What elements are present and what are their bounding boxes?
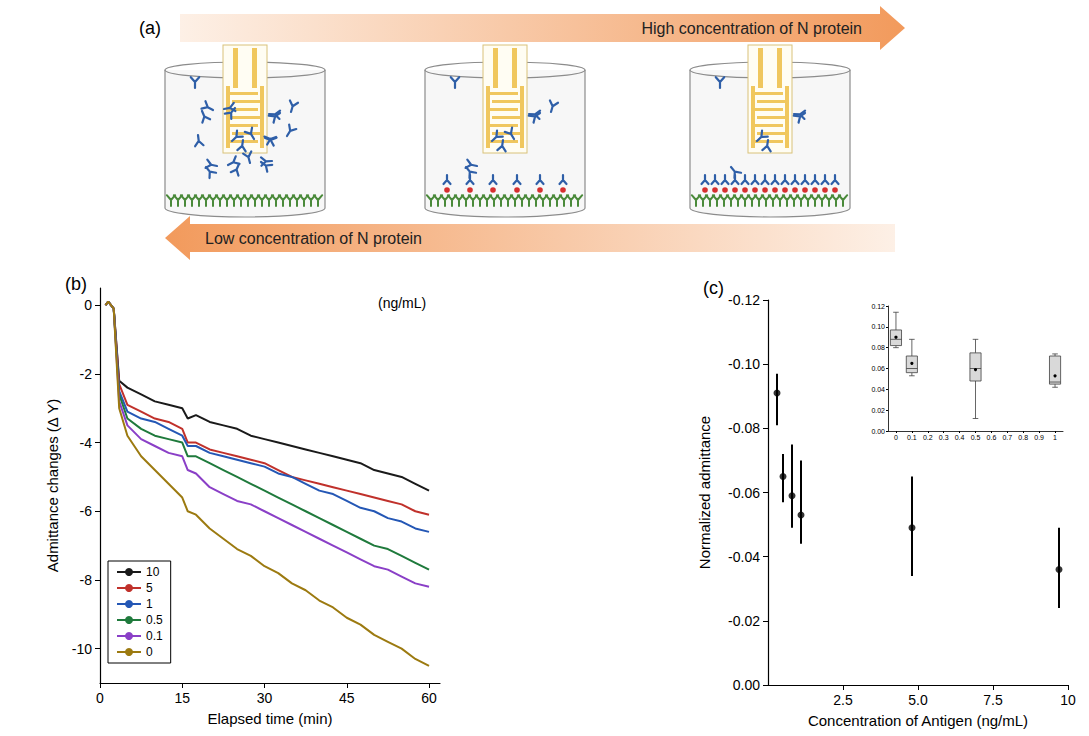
- svg-text:0.8: 0.8: [1018, 434, 1028, 441]
- svg-text:-8: -8: [80, 572, 93, 588]
- svg-text:0: 0: [96, 690, 104, 706]
- svg-text:2.5: 2.5: [833, 692, 853, 708]
- svg-text:0.5: 0.5: [971, 434, 981, 441]
- svg-text:45: 45: [339, 690, 355, 706]
- svg-text:0.1: 0.1: [907, 434, 917, 441]
- svg-text:7.5: 7.5: [983, 692, 1003, 708]
- svg-text:-0.04: -0.04: [728, 549, 760, 565]
- svg-text:-4: -4: [80, 435, 93, 451]
- svg-text:(c): (c): [703, 278, 724, 298]
- svg-text:-0.12: -0.12: [728, 292, 760, 308]
- svg-text:0: 0: [146, 645, 153, 659]
- svg-text:0.3: 0.3: [939, 434, 949, 441]
- svg-text:0.02: 0.02: [871, 407, 885, 414]
- svg-text:(ng/mL): (ng/mL): [378, 295, 426, 311]
- svg-text:0: 0: [894, 434, 898, 441]
- svg-text:10: 10: [1060, 692, 1076, 708]
- svg-text:-0.02: -0.02: [728, 613, 760, 629]
- svg-text:0.7: 0.7: [1002, 434, 1012, 441]
- svg-text:Normalized admittance: Normalized admittance: [696, 416, 713, 569]
- svg-text:(b): (b): [65, 274, 87, 294]
- svg-text:0.12: 0.12: [871, 303, 885, 310]
- svg-text:(a): (a): [139, 18, 161, 38]
- svg-text:15: 15: [174, 690, 190, 706]
- svg-text:0.00: 0.00: [871, 428, 885, 435]
- svg-text:0.06: 0.06: [871, 365, 885, 372]
- svg-text:1: 1: [1053, 434, 1057, 441]
- svg-text:-0.08: -0.08: [728, 420, 760, 436]
- svg-text:Concentration of Antigen (ng/m: Concentration of Antigen (ng/mL): [808, 712, 1028, 729]
- svg-text:5.0: 5.0: [908, 692, 928, 708]
- svg-text:0.4: 0.4: [955, 434, 965, 441]
- svg-text:-2: -2: [80, 366, 93, 382]
- svg-text:5: 5: [146, 581, 153, 595]
- svg-text:0: 0: [84, 297, 92, 313]
- svg-text:High concentration of N protei: High concentration of N protein: [641, 20, 862, 37]
- svg-text:Low concentration of N protein: Low concentration of N protein: [205, 230, 422, 247]
- svg-text:Elapsed time (min): Elapsed time (min): [207, 710, 332, 727]
- svg-text:-10: -10: [72, 641, 92, 657]
- svg-text:0.00: 0.00: [733, 677, 760, 693]
- svg-text:-0.10: -0.10: [728, 356, 760, 372]
- svg-text:10: 10: [146, 565, 160, 579]
- svg-text:Admittance changes (Δ Y): Admittance changes (Δ Y): [44, 399, 61, 572]
- svg-text:0.08: 0.08: [871, 344, 885, 351]
- svg-text:0.2: 0.2: [923, 434, 933, 441]
- svg-text:1: 1: [146, 597, 153, 611]
- svg-text:0.9: 0.9: [1034, 434, 1044, 441]
- svg-text:0.10: 0.10: [871, 323, 885, 330]
- svg-text:0.1: 0.1: [146, 629, 163, 643]
- svg-text:0.6: 0.6: [987, 434, 997, 441]
- svg-text:60: 60: [421, 690, 437, 706]
- svg-text:30: 30: [257, 690, 273, 706]
- svg-text:-6: -6: [80, 503, 93, 519]
- svg-text:0.5: 0.5: [146, 613, 163, 627]
- svg-text:0.04: 0.04: [871, 386, 885, 393]
- svg-text:-0.06: -0.06: [728, 485, 760, 501]
